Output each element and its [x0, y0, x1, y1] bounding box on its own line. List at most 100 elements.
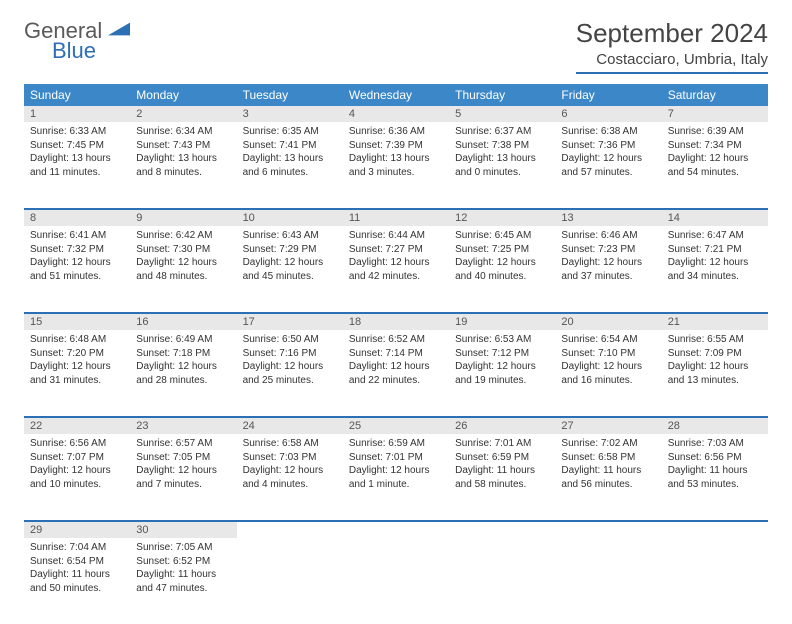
week-row: Sunrise: 7:04 AMSunset: 6:54 PMDaylight:…: [24, 538, 768, 624]
day-body: Sunrise: 6:55 AMSunset: 7:09 PMDaylight:…: [662, 330, 768, 393]
empty-cell: [449, 521, 555, 538]
day-cell: Sunrise: 6:48 AMSunset: 7:20 PMDaylight:…: [24, 330, 130, 416]
day-number-cell: 9: [130, 209, 236, 226]
day-number: 22: [24, 418, 130, 434]
day-cell: Sunrise: 6:37 AMSunset: 7:38 PMDaylight:…: [449, 122, 555, 208]
day-cell: Sunrise: 6:53 AMSunset: 7:12 PMDaylight:…: [449, 330, 555, 416]
week-row: Sunrise: 6:33 AMSunset: 7:45 PMDaylight:…: [24, 122, 768, 208]
week-row: Sunrise: 6:41 AMSunset: 7:32 PMDaylight:…: [24, 226, 768, 312]
sunrise-line: Sunrise: 6:53 AM: [455, 333, 549, 347]
daylight-line: Daylight: 12 hours and 22 minutes.: [349, 360, 443, 387]
sunrise-line: Sunrise: 6:49 AM: [136, 333, 230, 347]
day-number-cell: 19: [449, 313, 555, 330]
daylight-line: Daylight: 12 hours and 31 minutes.: [30, 360, 124, 387]
weekday-header-row: SundayMondayTuesdayWednesdayThursdayFrid…: [24, 84, 768, 106]
sunrise-line: Sunrise: 7:01 AM: [455, 437, 549, 451]
sunset-line: Sunset: 7:09 PM: [668, 347, 762, 361]
day-cell: Sunrise: 6:34 AMSunset: 7:43 PMDaylight:…: [130, 122, 236, 208]
day-body: Sunrise: 6:54 AMSunset: 7:10 PMDaylight:…: [555, 330, 661, 393]
daynum-row: 2930: [24, 521, 768, 538]
day-body: Sunrise: 6:59 AMSunset: 7:01 PMDaylight:…: [343, 434, 449, 497]
day-number-cell: 17: [237, 313, 343, 330]
day-body: Sunrise: 6:41 AMSunset: 7:32 PMDaylight:…: [24, 226, 130, 289]
day-body: Sunrise: 7:02 AMSunset: 6:58 PMDaylight:…: [555, 434, 661, 497]
sunrise-line: Sunrise: 6:42 AM: [136, 229, 230, 243]
logo-word2: Blue: [52, 40, 130, 62]
day-number-cell: 30: [130, 521, 236, 538]
weekday-header: Monday: [130, 84, 236, 106]
day-cell: Sunrise: 6:56 AMSunset: 7:07 PMDaylight:…: [24, 434, 130, 520]
day-number-cell: 3: [237, 106, 343, 122]
day-number-cell: 23: [130, 417, 236, 434]
sunset-line: Sunset: 6:56 PM: [668, 451, 762, 465]
day-body: Sunrise: 6:50 AMSunset: 7:16 PMDaylight:…: [237, 330, 343, 393]
day-number: 8: [24, 210, 130, 226]
empty-cell: [449, 538, 555, 624]
day-number-cell: 26: [449, 417, 555, 434]
weekday-header: Wednesday: [343, 84, 449, 106]
day-body: Sunrise: 6:42 AMSunset: 7:30 PMDaylight:…: [130, 226, 236, 289]
daynum-row: 15161718192021: [24, 313, 768, 330]
weekday-header: Friday: [555, 84, 661, 106]
day-body: Sunrise: 7:01 AMSunset: 6:59 PMDaylight:…: [449, 434, 555, 497]
day-number-cell: 1: [24, 106, 130, 122]
sunset-line: Sunset: 7:34 PM: [668, 139, 762, 153]
sunrise-line: Sunrise: 6:56 AM: [30, 437, 124, 451]
daylight-line: Daylight: 12 hours and 57 minutes.: [561, 152, 655, 179]
day-number: 2: [130, 106, 236, 122]
daylight-line: Daylight: 11 hours and 50 minutes.: [30, 568, 124, 595]
day-cell: Sunrise: 6:44 AMSunset: 7:27 PMDaylight:…: [343, 226, 449, 312]
daylight-line: Daylight: 12 hours and 4 minutes.: [243, 464, 337, 491]
sunrise-line: Sunrise: 6:47 AM: [668, 229, 762, 243]
day-cell: Sunrise: 6:36 AMSunset: 7:39 PMDaylight:…: [343, 122, 449, 208]
day-number-cell: 7: [662, 106, 768, 122]
day-number-cell: 24: [237, 417, 343, 434]
sunrise-line: Sunrise: 6:50 AM: [243, 333, 337, 347]
day-body: Sunrise: 6:45 AMSunset: 7:25 PMDaylight:…: [449, 226, 555, 289]
sunset-line: Sunset: 6:52 PM: [136, 555, 230, 569]
empty-cell: [555, 538, 661, 624]
day-number: 16: [130, 314, 236, 330]
sunrise-line: Sunrise: 7:05 AM: [136, 541, 230, 555]
weekday-header: Thursday: [449, 84, 555, 106]
day-body: Sunrise: 7:04 AMSunset: 6:54 PMDaylight:…: [24, 538, 130, 601]
day-cell: Sunrise: 6:45 AMSunset: 7:25 PMDaylight:…: [449, 226, 555, 312]
sunset-line: Sunset: 7:32 PM: [30, 243, 124, 257]
day-body: Sunrise: 6:33 AMSunset: 7:45 PMDaylight:…: [24, 122, 130, 185]
day-number: 7: [662, 106, 768, 122]
day-number: 29: [24, 522, 130, 538]
day-number: 6: [555, 106, 661, 122]
day-body: Sunrise: 6:52 AMSunset: 7:14 PMDaylight:…: [343, 330, 449, 393]
sunset-line: Sunset: 7:12 PM: [455, 347, 549, 361]
day-number: 23: [130, 418, 236, 434]
day-number: 21: [662, 314, 768, 330]
month-title: September 2024: [576, 18, 768, 49]
sunset-line: Sunset: 7:03 PM: [243, 451, 337, 465]
logo-text: General Blue: [24, 18, 130, 62]
sunset-line: Sunset: 7:18 PM: [136, 347, 230, 361]
empty-cell: [555, 521, 661, 538]
sunrise-line: Sunrise: 6:43 AM: [243, 229, 337, 243]
sunset-line: Sunset: 6:58 PM: [561, 451, 655, 465]
day-cell: Sunrise: 6:55 AMSunset: 7:09 PMDaylight:…: [662, 330, 768, 416]
day-number: 25: [343, 418, 449, 434]
daylight-line: Daylight: 13 hours and 8 minutes.: [136, 152, 230, 179]
daylight-line: Daylight: 13 hours and 6 minutes.: [243, 152, 337, 179]
day-number-cell: 13: [555, 209, 661, 226]
day-number-cell: 22: [24, 417, 130, 434]
day-body: Sunrise: 6:44 AMSunset: 7:27 PMDaylight:…: [343, 226, 449, 289]
daylight-line: Daylight: 12 hours and 7 minutes.: [136, 464, 230, 491]
sunrise-line: Sunrise: 6:54 AM: [561, 333, 655, 347]
day-body: Sunrise: 6:37 AMSunset: 7:38 PMDaylight:…: [449, 122, 555, 185]
sunset-line: Sunset: 7:23 PM: [561, 243, 655, 257]
daylight-line: Daylight: 12 hours and 42 minutes.: [349, 256, 443, 283]
location: Costacciaro, Umbria, Italy: [576, 51, 768, 74]
sunset-line: Sunset: 7:38 PM: [455, 139, 549, 153]
sunrise-line: Sunrise: 7:02 AM: [561, 437, 655, 451]
daylight-line: Daylight: 12 hours and 45 minutes.: [243, 256, 337, 283]
sunset-line: Sunset: 7:16 PM: [243, 347, 337, 361]
day-cell: Sunrise: 6:35 AMSunset: 7:41 PMDaylight:…: [237, 122, 343, 208]
day-cell: Sunrise: 6:42 AMSunset: 7:30 PMDaylight:…: [130, 226, 236, 312]
sunset-line: Sunset: 7:36 PM: [561, 139, 655, 153]
sunrise-line: Sunrise: 6:46 AM: [561, 229, 655, 243]
